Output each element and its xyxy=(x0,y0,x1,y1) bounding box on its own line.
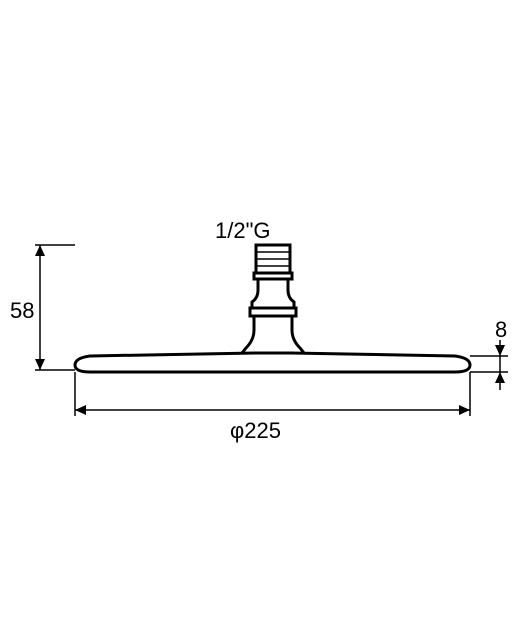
height-label: 58 xyxy=(10,298,34,324)
diameter-label: φ225 xyxy=(230,418,281,444)
connector-assembly xyxy=(242,245,304,353)
neck-lower xyxy=(242,316,304,353)
dimension-diameter xyxy=(75,372,470,416)
neck-upper xyxy=(252,279,294,308)
connector-label: 1/2"G xyxy=(215,218,271,244)
ball-joint-ring xyxy=(250,308,296,316)
plate-outline xyxy=(75,353,470,372)
technical-diagram xyxy=(0,0,525,642)
dimension-height xyxy=(35,245,75,370)
dimension-thickness xyxy=(470,340,508,390)
shower-head-drawing xyxy=(75,245,470,372)
thickness-label: 8 xyxy=(495,317,507,343)
